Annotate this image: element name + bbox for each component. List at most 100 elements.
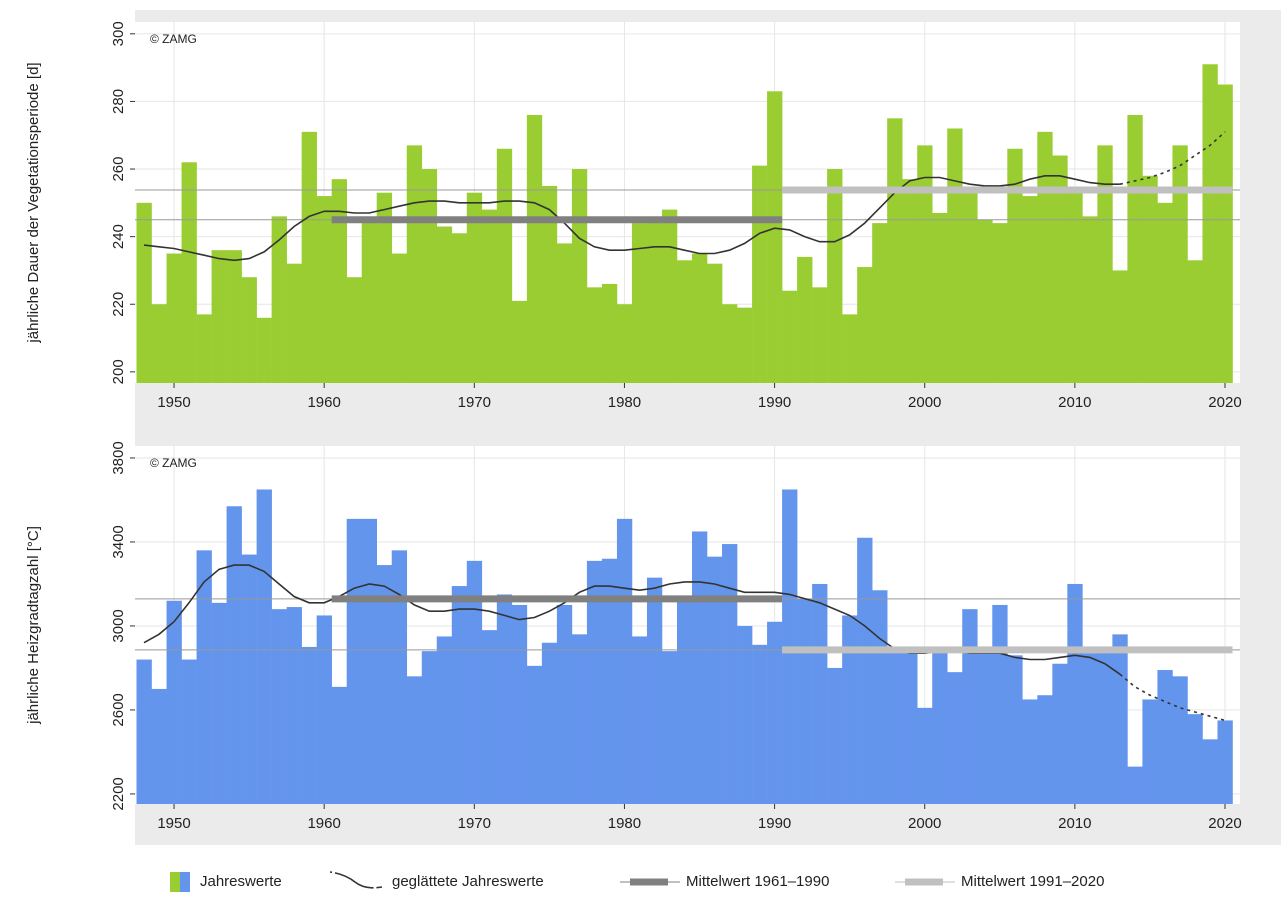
bar (992, 604, 1008, 804)
bar (601, 558, 618, 804)
bar (1022, 196, 1038, 383)
bar (767, 91, 783, 384)
bar (376, 192, 393, 383)
bar (797, 598, 813, 804)
bar (842, 314, 858, 383)
bar (917, 707, 933, 804)
bar (661, 651, 678, 804)
bar (827, 169, 843, 383)
bar (857, 537, 873, 804)
bar (166, 253, 182, 383)
bar (827, 667, 843, 804)
bar (977, 649, 993, 804)
bar (331, 179, 347, 383)
bar (947, 672, 963, 804)
bar (752, 165, 768, 383)
x-tick-label: 1960 (307, 394, 340, 411)
bar (1202, 64, 1218, 384)
bar (421, 651, 438, 804)
bar (571, 169, 588, 383)
x-tick-label: 2000 (908, 815, 941, 832)
bar (812, 583, 828, 804)
bar (586, 287, 603, 383)
bar (196, 314, 212, 383)
y-tick-label: 2600 (110, 693, 127, 726)
bar (436, 226, 453, 383)
bar (872, 590, 888, 804)
x-tick-label: 1980 (608, 815, 641, 832)
legend-swatch (329, 871, 383, 889)
bar (932, 212, 948, 383)
x-tick-label: 1990 (758, 815, 791, 832)
bar (196, 550, 212, 804)
smoothed-line (143, 175, 1120, 262)
bar (797, 256, 813, 383)
bar (676, 260, 693, 383)
annotation: © ZAMG (150, 456, 197, 470)
bar (301, 131, 317, 383)
bar (346, 277, 363, 383)
x-tick-label: 1950 (157, 815, 190, 832)
bar (767, 621, 783, 804)
legend-swatch (180, 872, 190, 892)
bar (496, 148, 513, 383)
bar (737, 625, 753, 804)
bar (872, 223, 888, 383)
bar (1157, 670, 1173, 804)
bar (1157, 202, 1173, 383)
bar (1172, 145, 1188, 383)
bar (211, 602, 227, 804)
bar (902, 646, 918, 804)
bar (1187, 714, 1203, 804)
bar (481, 630, 498, 804)
bar (136, 659, 152, 804)
bar (902, 179, 918, 383)
bar (151, 688, 167, 804)
bar (526, 114, 543, 384)
y-tick-label: 260 (110, 157, 127, 182)
bar (241, 554, 257, 804)
bar (1052, 663, 1068, 804)
bar (376, 565, 393, 804)
bar (737, 307, 753, 383)
bar (992, 223, 1008, 383)
x-tick-label: 1970 (458, 815, 491, 832)
bar (947, 128, 963, 383)
bar (271, 216, 287, 383)
bar (1097, 651, 1113, 804)
legend-label: Jahreswerte (200, 873, 282, 890)
bar (466, 192, 483, 383)
bar (316, 196, 332, 383)
x-tick-label: 2010 (1058, 394, 1091, 411)
bar (1052, 155, 1068, 383)
bar (256, 317, 272, 383)
bar (887, 646, 903, 804)
bar (151, 304, 167, 383)
bar (181, 162, 197, 383)
bar (541, 642, 558, 804)
bar (1097, 145, 1113, 383)
bar (1022, 699, 1038, 804)
bar (917, 145, 933, 383)
bar (406, 676, 423, 804)
x-tick-label: 2000 (908, 394, 941, 411)
bar (661, 209, 678, 383)
bar (692, 253, 708, 383)
y-tick-label: 200 (110, 359, 127, 384)
bar (722, 304, 738, 383)
bar (1037, 131, 1053, 383)
x-tick-label: 1960 (307, 815, 340, 832)
bar (1127, 114, 1143, 384)
bar (571, 634, 588, 804)
bar (1187, 260, 1203, 383)
bar (541, 185, 558, 383)
bar (136, 202, 152, 383)
bar (481, 209, 498, 383)
bar (1127, 766, 1143, 804)
bar (601, 283, 618, 383)
bar (1082, 216, 1098, 383)
bar (1007, 655, 1023, 804)
x-tick-label: 2020 (1208, 394, 1241, 411)
x-tick-label: 1950 (157, 394, 190, 411)
bar (646, 219, 663, 383)
